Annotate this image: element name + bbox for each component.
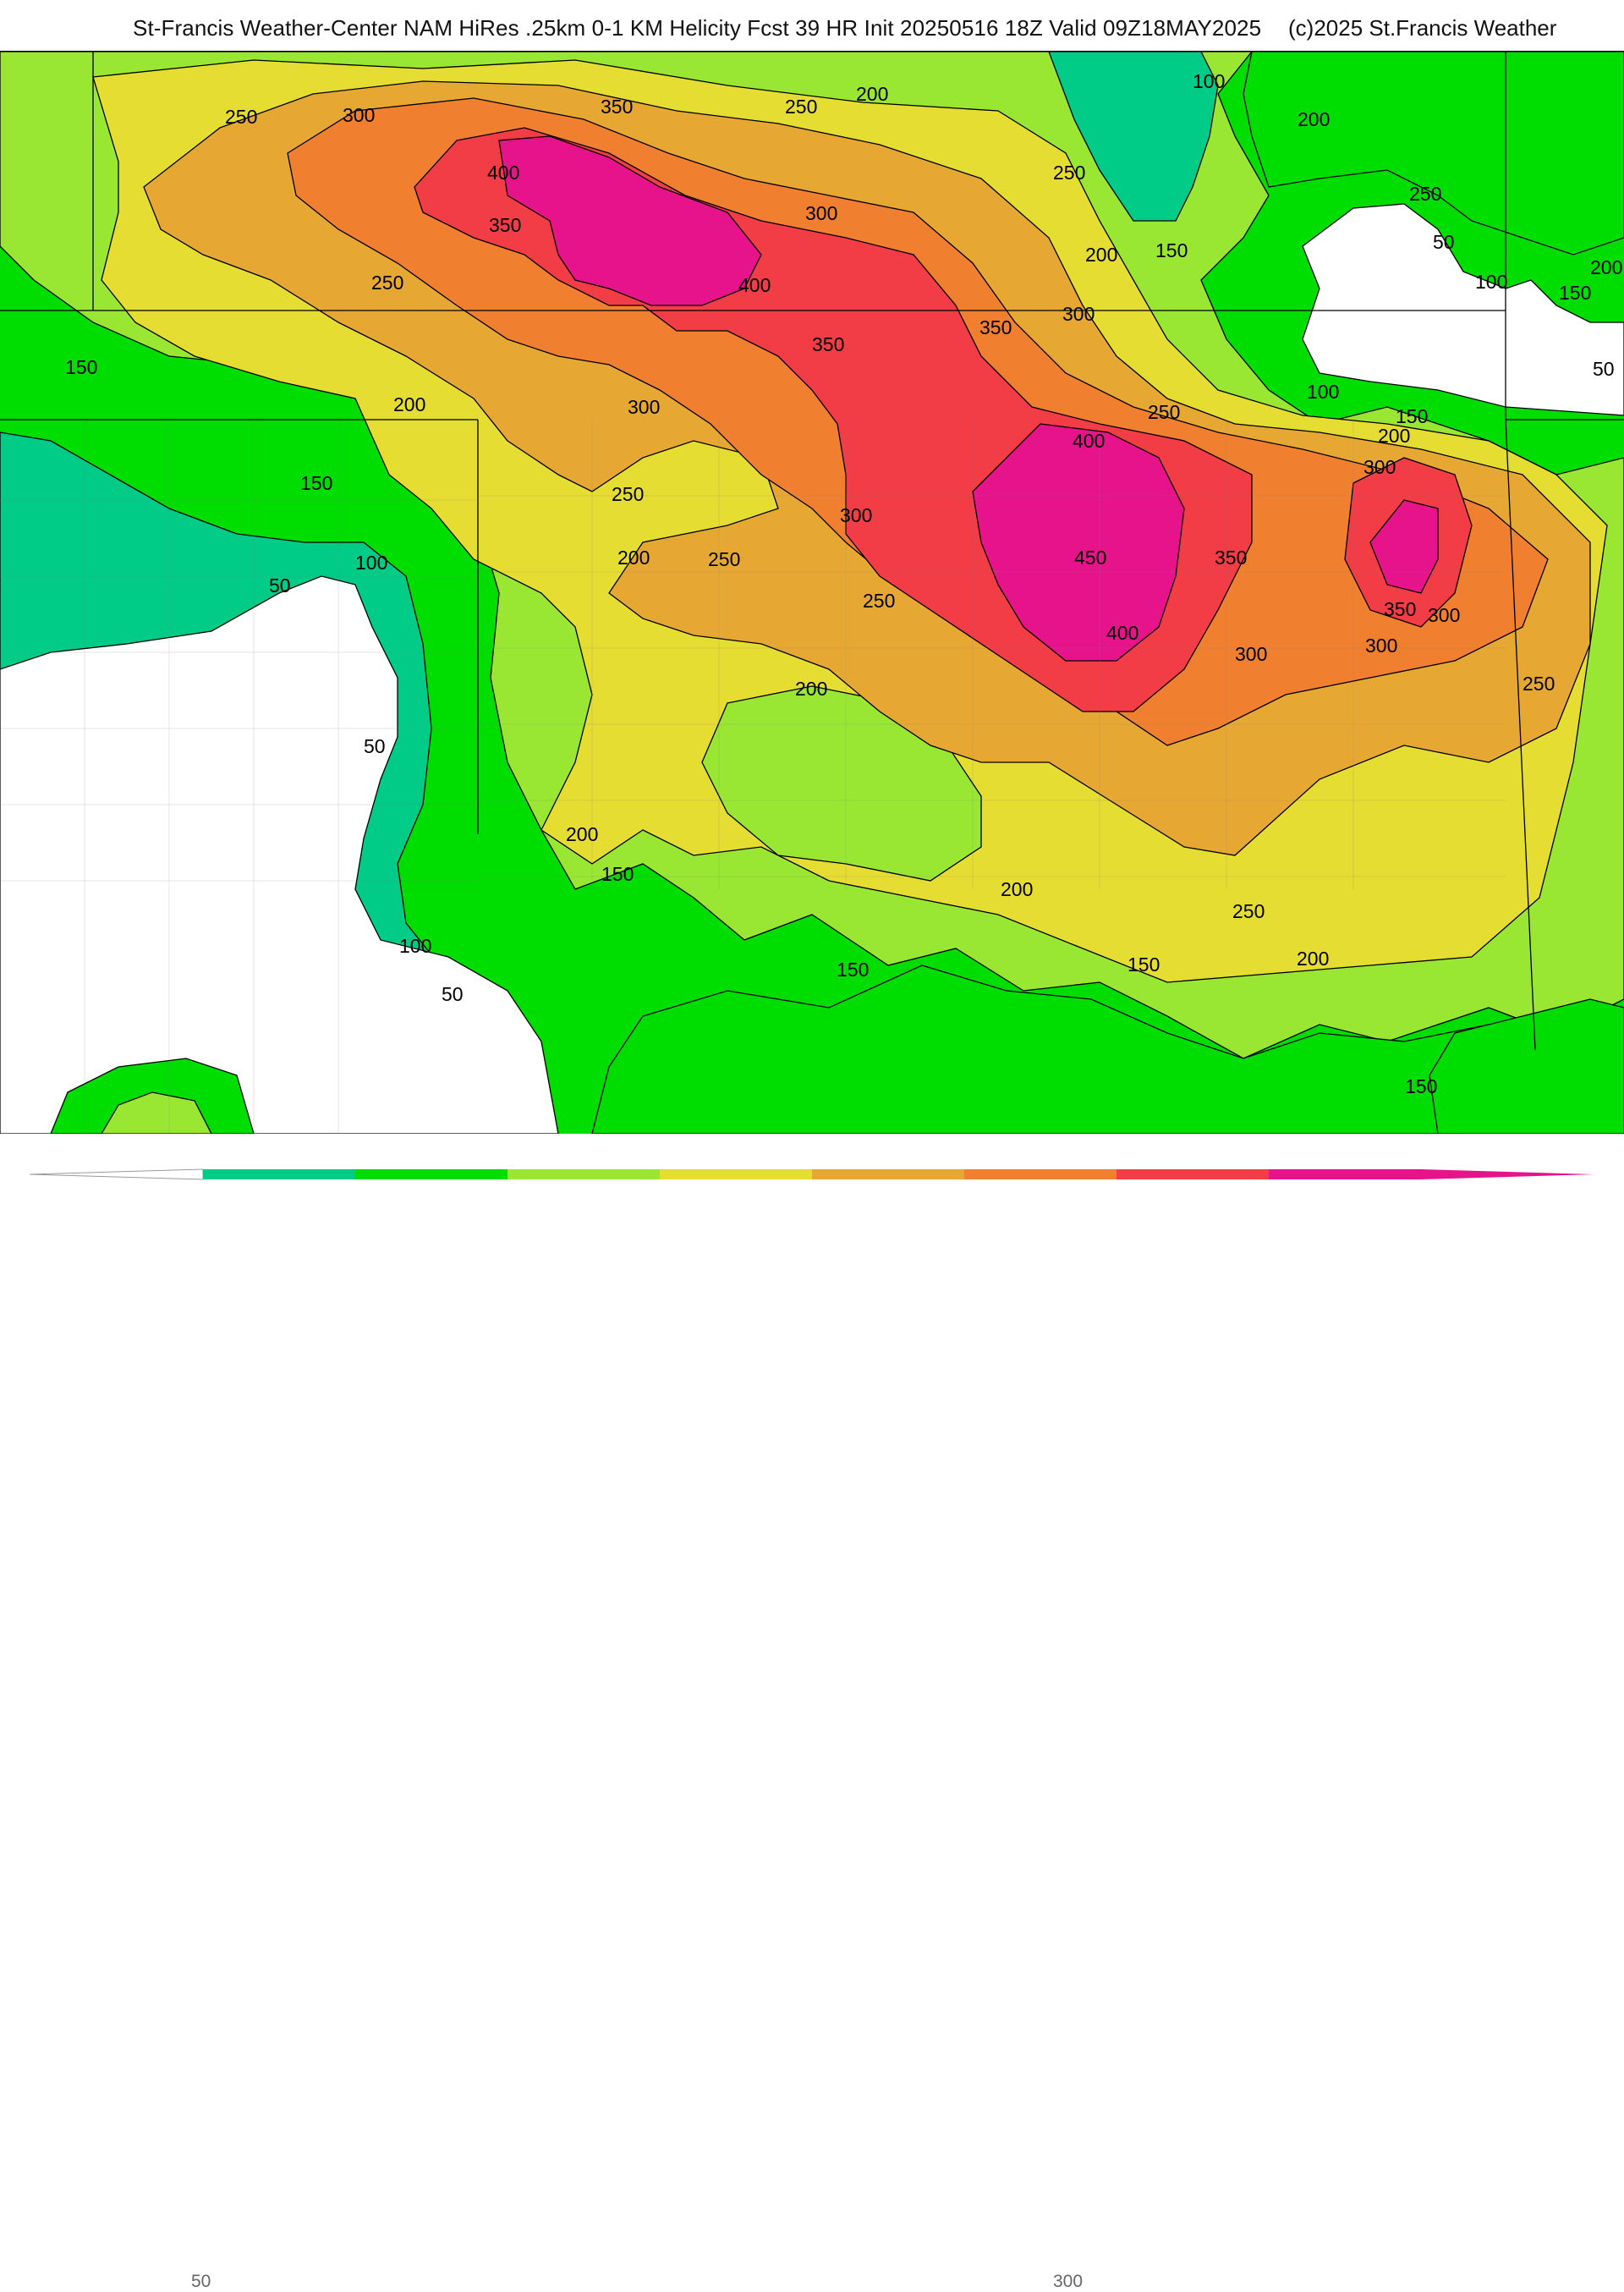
- contour-label: 400: [738, 274, 771, 296]
- colorbar-segment: [355, 1169, 508, 1179]
- contour-label: 200: [1297, 948, 1329, 970]
- helicity-map: 250 300 350 250 200 100 200 400 350 300 …: [0, 51, 1624, 1135]
- contour-label: 150: [300, 472, 332, 494]
- field-white-lake-ne: [1302, 203, 1624, 416]
- contour-label: 200: [393, 393, 425, 415]
- contour-label: 250: [1232, 900, 1265, 922]
- contour-label: 400: [1073, 430, 1105, 452]
- contour-label: 250: [863, 590, 895, 612]
- map-canvas: 250 300 350 250 200 100 200 400 350 300 …: [0, 52, 1624, 1134]
- contour-label: 300: [1428, 604, 1460, 626]
- title-bar: St-Francis Weather-Center NAM HiRes .25k…: [0, 0, 1624, 52]
- contour-label: 200: [795, 678, 827, 700]
- contour-label: 250: [1522, 673, 1555, 695]
- contour-label: 400: [1106, 622, 1138, 644]
- contour-label: 50: [364, 735, 386, 757]
- contour-label: 50: [269, 574, 291, 596]
- contour-label: 100: [355, 552, 387, 574]
- contour-label: 150: [837, 959, 869, 981]
- colorbar-segment: [203, 1169, 356, 1179]
- contour-label: 350: [489, 214, 521, 236]
- contour-label: 50: [442, 983, 464, 1005]
- contour-label: 450: [1074, 547, 1106, 569]
- color-legend: 50 300: [0, 1134, 1624, 2291]
- contour-label: 150: [1127, 954, 1160, 976]
- legend-tick-label: 50: [191, 2272, 211, 2291]
- contour-label: 200: [1085, 244, 1117, 266]
- contour-label: 150: [601, 863, 634, 885]
- colorbar: [29, 1168, 1594, 1180]
- field-magenta-central: [972, 423, 1185, 662]
- county-lines: [0, 420, 1506, 1134]
- colorbar-segment: [508, 1169, 661, 1179]
- map-title: St-Francis Weather-Center NAM HiRes .25k…: [133, 15, 1262, 41]
- contour-label: 250: [785, 96, 817, 118]
- colorbar-segment: [1269, 1169, 1422, 1179]
- contour-label: 100: [1193, 70, 1225, 92]
- contour-label: 200: [1378, 425, 1410, 447]
- contour-label: 300: [1235, 643, 1267, 665]
- colorbar-low-arrow: [29, 1168, 204, 1180]
- field-teal-ne: [1048, 52, 1219, 222]
- contour-labels: 250 300 350 250 200 100 200 400 350 300 …: [65, 70, 1622, 1097]
- contour-label: 300: [1365, 635, 1397, 657]
- state-boundaries: [0, 52, 1624, 1051]
- contour-label: 250: [1409, 183, 1441, 205]
- contour-label: 300: [628, 396, 660, 418]
- contour-label: 350: [601, 96, 633, 118]
- contour-label: 150: [1396, 405, 1428, 427]
- contour-label: 300: [840, 504, 872, 526]
- contour-label: 100: [1475, 271, 1507, 293]
- contour-label: 250: [225, 106, 257, 128]
- contour-label: 150: [1405, 1075, 1437, 1097]
- colorbar-segment: [964, 1169, 1117, 1179]
- copyright-text: (c)2025 St.Francis Weather: [1288, 15, 1557, 41]
- contour-label: 50: [1433, 231, 1455, 253]
- contour-label: 250: [1053, 162, 1085, 184]
- contour-label: 300: [805, 202, 837, 224]
- contour-label: 250: [1148, 401, 1180, 423]
- contour-label: 300: [343, 104, 375, 126]
- field-lightgreen-sw: [101, 1091, 212, 1134]
- contour-label: 350: [1384, 598, 1416, 620]
- contour-label: 200: [856, 83, 888, 105]
- contour-label: 250: [612, 483, 644, 505]
- contour-label: 200: [566, 823, 598, 845]
- colorbar-segment: [1116, 1169, 1270, 1179]
- contour-label: 200: [617, 547, 650, 569]
- contour-label: 350: [812, 333, 844, 355]
- field-white-west: [0, 575, 559, 1134]
- colorbar-segment: [660, 1169, 813, 1179]
- colorbar-high-arrow: [1421, 1169, 1594, 1179]
- contour-label: 400: [487, 162, 519, 184]
- field-green-ne: [1243, 52, 1624, 256]
- contour-label: 200: [1001, 878, 1033, 900]
- contour-label: 200: [1590, 256, 1622, 278]
- colorbar-segment: [812, 1169, 965, 1179]
- field-magenta-east: [1369, 499, 1439, 594]
- contour-label: 300: [1363, 456, 1396, 478]
- contour-label: 100: [1307, 381, 1339, 403]
- contour-label: 250: [708, 548, 740, 570]
- contour-label: 200: [1298, 108, 1330, 130]
- contour-label: 150: [65, 356, 97, 378]
- legend-tick-label: 300: [1053, 2272, 1084, 2291]
- contour-label: 350: [1215, 547, 1247, 569]
- contour-label: 350: [979, 316, 1012, 338]
- contour-label: 100: [399, 935, 431, 957]
- field-magenta-north: [498, 135, 762, 306]
- contour-label: 150: [1155, 239, 1188, 261]
- contour-label: 150: [1559, 282, 1591, 304]
- contour-label: 250: [371, 272, 403, 294]
- contour-label: 300: [1062, 303, 1095, 325]
- contour-label: 50: [1593, 358, 1615, 380]
